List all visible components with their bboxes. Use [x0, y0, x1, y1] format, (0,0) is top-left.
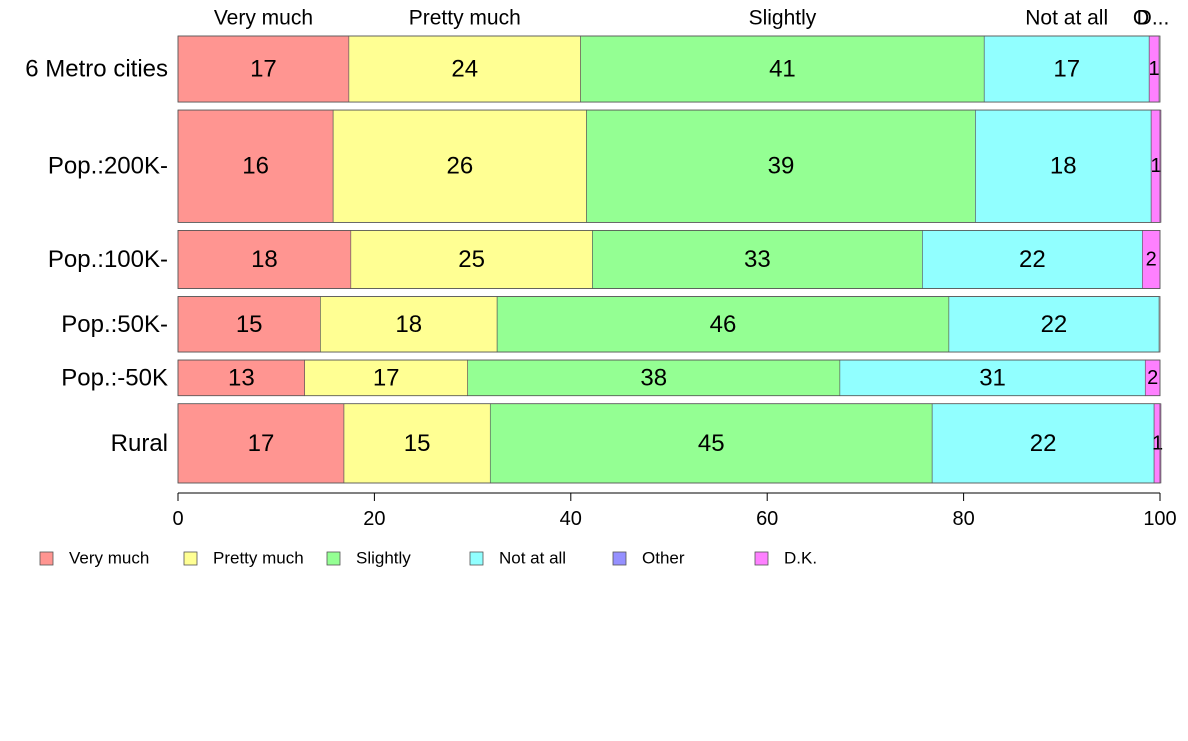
bar-segment-slightly — [592, 230, 923, 289]
bar-value-label: 16 — [242, 153, 269, 180]
bar-value-label: 41 — [769, 56, 796, 83]
category-label: Rural — [111, 430, 168, 457]
bar-value-label: 13 — [228, 364, 255, 391]
bar-segment-not-at-all — [839, 359, 1146, 397]
bar-segment-slightly — [586, 109, 976, 223]
bar-value-label: 46 — [710, 311, 737, 338]
bar-segment-very-much — [177, 35, 350, 103]
bar-outline — [177, 109, 1161, 223]
legend-swatch — [469, 551, 484, 566]
bar-value-label: 22 — [1030, 430, 1057, 457]
bar-value-label: 39 — [768, 153, 795, 180]
bar-value-label: 18 — [395, 311, 422, 338]
top-segment-label: Pretty much — [409, 7, 521, 30]
legend-swatch — [754, 551, 769, 566]
legend-swatch — [326, 551, 341, 566]
bar-segment-pretty-much — [348, 35, 581, 103]
bar-value-label: 18 — [1050, 153, 1077, 180]
bar-segment-not-at-all — [922, 230, 1143, 289]
x-axis-tick-label: 80 — [952, 508, 974, 530]
bar-segment-pretty-much — [332, 109, 587, 223]
bar-value-label: 24 — [451, 56, 478, 83]
bar-value-label: 17 — [373, 364, 400, 391]
bar-value-label: 18 — [251, 246, 278, 273]
bar-value-label: 17 — [248, 430, 275, 457]
bar-value-label: 17 — [1053, 56, 1080, 83]
x-axis-tick-label: 60 — [756, 508, 778, 530]
top-segment-label: Slightly — [749, 7, 817, 30]
bar-segment-pretty-much — [304, 359, 468, 397]
bar-segment-not-at-all — [975, 109, 1152, 223]
legend-label: Very much — [69, 549, 149, 568]
legend-swatch — [183, 551, 198, 566]
bar-segment-pretty-much — [343, 403, 491, 484]
bar-value-label: 38 — [640, 364, 667, 391]
category-label: Pop.:50K- — [61, 311, 168, 338]
category-label: Pop.:-50K — [61, 364, 168, 391]
bar-outline — [177, 229, 1161, 289]
legend-label: D.K. — [784, 549, 817, 568]
legend-swatch — [612, 551, 627, 566]
bar-segment-slightly — [489, 403, 933, 484]
bar-value-label: 33 — [744, 246, 771, 273]
top-segment-label: Very much — [214, 7, 313, 30]
category-label: Pop.:200K- — [48, 153, 168, 180]
bar-segment-not-at-all — [948, 296, 1160, 353]
bar-value-label: 15 — [236, 311, 263, 338]
x-axis-tick-label: 40 — [560, 508, 582, 530]
legend-label: Slightly — [356, 549, 411, 568]
bar-outline — [177, 35, 1161, 103]
bar-value-label: 1 — [1151, 155, 1162, 177]
bar-segment-pretty-much — [350, 230, 593, 289]
legend-label: Other — [642, 549, 685, 568]
bar-outline — [177, 296, 1161, 353]
x-axis-tick-label: 0 — [172, 508, 183, 530]
top-segment-label: D... — [1137, 7, 1170, 30]
bar-segment-slightly — [496, 296, 950, 353]
bar-segment-very-much — [177, 403, 345, 484]
x-axis-tick-label: 20 — [363, 508, 385, 530]
legend-label: Not at all — [499, 549, 566, 568]
legend-label: Pretty much — [213, 549, 304, 568]
bar-segment-not-at-all — [983, 35, 1150, 103]
category-label: Pop.:100K- — [48, 246, 168, 273]
bar-value-label: 15 — [404, 430, 431, 457]
bar-value-label: 1 — [1152, 432, 1163, 454]
bar-value-label: 17 — [250, 56, 277, 83]
bar-segment-very-much — [177, 296, 321, 353]
bar-value-label: 45 — [698, 430, 725, 457]
top-segment-label: Not at all — [1025, 7, 1108, 30]
top-segment-label: O — [1133, 7, 1149, 30]
bar-value-label: 22 — [1041, 311, 1068, 338]
bar-value-label: 2 — [1147, 367, 1158, 389]
bar-segment-pretty-much — [320, 296, 498, 353]
bar-segment-slightly — [467, 359, 841, 397]
legend-swatch — [39, 551, 54, 566]
bar-outline — [177, 359, 1161, 397]
bar-value-label: 22 — [1019, 246, 1046, 273]
bar-value-label: 26 — [446, 153, 473, 180]
bar-value-label: 31 — [979, 364, 1006, 391]
x-axis-tick-label: 100 — [1143, 508, 1176, 530]
bar-segment-very-much — [177, 359, 305, 397]
category-label: 6 Metro cities — [25, 56, 168, 83]
bar-value-label: 2 — [1146, 248, 1157, 270]
bar-value-label: 1 — [1149, 58, 1160, 80]
bar-outline — [177, 403, 1161, 484]
bar-value-label: 25 — [458, 246, 485, 273]
